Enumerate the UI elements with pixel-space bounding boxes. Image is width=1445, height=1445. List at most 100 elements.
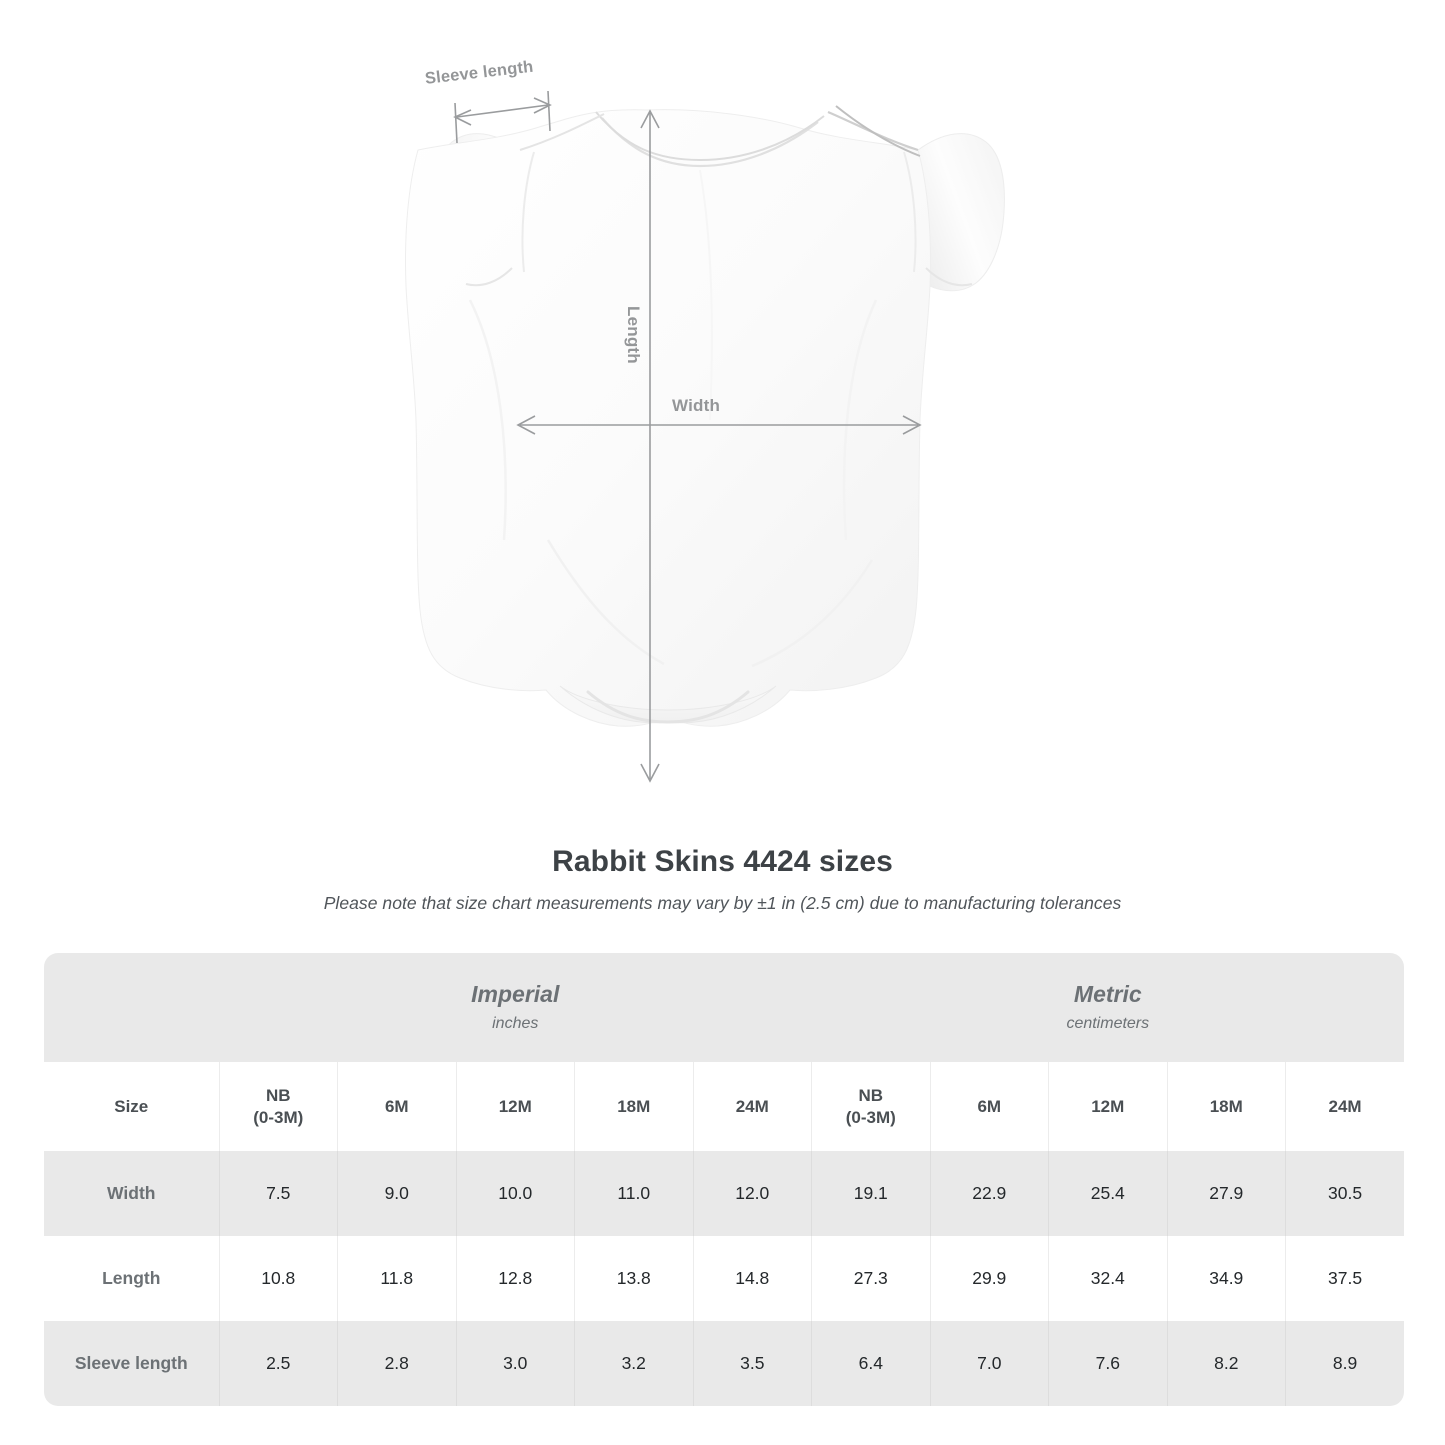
cell-sleeve-imperial-24m: 3.5: [693, 1321, 813, 1406]
cell-sleeve-metric-nb: 6.4: [811, 1321, 931, 1406]
table-row: Length 10.8 11.8 12.8 13.8 14.8 27.3 29.…: [44, 1236, 1404, 1321]
column-header-imperial-6m: 6M: [337, 1062, 457, 1151]
cell-sleeve-imperial-12m: 3.0: [456, 1321, 575, 1406]
cell-width-metric-nb: 19.1: [811, 1151, 931, 1236]
cell-length-metric-18m: 34.9: [1167, 1236, 1287, 1321]
cell-width-imperial-12m: 10.0: [456, 1151, 575, 1236]
crotch-panel: [559, 685, 777, 724]
cell-length-metric-12m: 32.4: [1048, 1236, 1168, 1321]
size-chart-container: Imperial inches Metric centimeters Size …: [44, 953, 1404, 1406]
column-header-imperial-24m: 24M: [693, 1062, 813, 1151]
length-arrowhead-top: [640, 109, 660, 129]
cell-length-imperial-12m: 12.8: [456, 1236, 575, 1321]
cell-length-imperial-6m: 11.8: [337, 1236, 457, 1321]
fold-3: [546, 539, 665, 666]
cell-sleeve-imperial-18m: 3.2: [574, 1321, 694, 1406]
column-header-metric-12m: 12M: [1048, 1062, 1168, 1151]
page-title: Rabbit Skins 4424 sizes: [552, 845, 893, 878]
cell-width-imperial-18m: 11.0: [574, 1151, 694, 1236]
cell-width-metric-12m: 25.4: [1048, 1151, 1168, 1236]
cell-sleeve-metric-12m: 7.6: [1048, 1321, 1168, 1406]
fold-4: [751, 559, 874, 668]
left-shoulder-seam: [519, 113, 605, 151]
fold-1: [468, 299, 507, 541]
unit-group-metric: Metric centimeters: [811, 953, 1404, 1062]
column-header-metric-24m: 24M: [1285, 1062, 1404, 1151]
neckline: [601, 117, 819, 168]
col-line1: 6M: [977, 1096, 1002, 1116]
size-chart-table: Imperial inches Metric centimeters Size …: [44, 953, 1404, 1406]
sleeve-measure-line: [456, 104, 549, 118]
cell-length-metric-24m: 37.5: [1285, 1236, 1404, 1321]
cell-sleeve-imperial-6m: 2.8: [337, 1321, 457, 1406]
cell-sleeve-metric-24m: 8.9: [1285, 1321, 1404, 1406]
column-header-imperial-18m: 18M: [574, 1062, 694, 1151]
left-armhole-seam: [521, 151, 535, 273]
row-label-width: Width: [44, 1151, 220, 1236]
row-label-length: Length: [44, 1236, 220, 1321]
unit-group-imperial-sub: inches: [492, 1015, 539, 1033]
cell-width-imperial-6m: 9.0: [337, 1151, 457, 1236]
bodysuit-body: [405, 109, 931, 727]
title-block: Rabbit Skins 4424 sizes Please note that…: [0, 845, 1445, 914]
table-row: Sleeve length 2.5 2.8 3.0 3.2 3.5 6.4 7.…: [44, 1321, 1404, 1406]
fold-2: [842, 299, 878, 541]
tolerance-note: Please note that size chart measurements…: [323, 893, 1122, 913]
col-line1: 12M: [498, 1096, 532, 1116]
cell-length-metric-nb: 27.3: [811, 1236, 931, 1321]
width-arrowhead-left: [516, 415, 536, 435]
column-header-imperial-12m: 12M: [456, 1062, 575, 1151]
cell-width-imperial-nb: 7.5: [219, 1151, 338, 1236]
cell-length-metric-6m: 29.9: [930, 1236, 1050, 1321]
collar-binding: [595, 111, 825, 162]
width-arrowhead-right: [902, 415, 922, 435]
right-sleeve-hem: [925, 267, 973, 287]
col-line1: 18M: [617, 1096, 651, 1116]
cell-length-imperial-18m: 13.8: [574, 1236, 694, 1321]
cell-sleeve-metric-6m: 7.0: [930, 1321, 1050, 1406]
unit-group-metric-name: Metric: [1073, 981, 1142, 1008]
unit-group-spacer: [44, 953, 219, 1062]
col-line2: (0-3M): [845, 1107, 896, 1127]
column-header-metric-18m: 18M: [1167, 1062, 1287, 1151]
width-annotation: Width: [672, 396, 721, 415]
cell-width-imperial-24m: 12.0: [693, 1151, 813, 1236]
col-line1: 18M: [1209, 1096, 1243, 1116]
cell-width-metric-24m: 30.5: [1285, 1151, 1404, 1236]
size-header-label: Size: [44, 1062, 220, 1151]
sleeve-arrowhead-left: [453, 109, 472, 126]
length-annotation: Length: [624, 306, 643, 364]
crotch-binding: [586, 690, 750, 724]
row-label-sleeve-length: Sleeve length: [44, 1321, 220, 1406]
column-header-imperial-nb: NB (0-3M): [219, 1062, 338, 1151]
col-line1: NB: [858, 1086, 884, 1106]
garment-figure: Sleeve length Length Width: [405, 58, 1005, 783]
cell-sleeve-imperial-nb: 2.5: [219, 1321, 338, 1406]
cell-width-metric-18m: 27.9: [1167, 1151, 1287, 1236]
col-line1: NB: [265, 1086, 291, 1106]
column-header-metric-nb: NB (0-3M): [811, 1062, 931, 1151]
cell-length-imperial-nb: 10.8: [219, 1236, 338, 1321]
right-armhole-seam: [903, 151, 917, 273]
sleeve-arrowhead-right: [533, 97, 552, 114]
right-lap-fold: [835, 105, 921, 157]
table-row: Width 7.5 9.0 10.0 11.0 12.0 19.1 22.9 2…: [44, 1151, 1404, 1236]
col-line1: 24M: [1328, 1096, 1362, 1116]
cell-sleeve-metric-18m: 8.2: [1167, 1321, 1287, 1406]
unit-group-imperial: Imperial inches: [219, 953, 812, 1062]
bodysuit-illustration: [405, 90, 1005, 783]
column-header-metric-6m: 6M: [930, 1062, 1050, 1151]
unit-group-imperial-name: Imperial: [471, 981, 560, 1008]
col-line1: 12M: [1091, 1096, 1125, 1116]
length-arrowhead-bottom: [640, 763, 660, 783]
col-line2: (0-3M): [253, 1107, 304, 1127]
unit-group-metric-sub: centimeters: [1066, 1015, 1150, 1033]
sleeve-tick-right: [547, 90, 551, 132]
size-header-row: Size NB (0-3M) 6M 12M 18M 24M N: [44, 1062, 1404, 1151]
left-sleeve-hem: [465, 267, 513, 287]
sleeve-tick-left: [454, 102, 458, 144]
fold-5: [699, 169, 713, 421]
col-line1: 24M: [735, 1096, 769, 1116]
cell-length-imperial-24m: 14.8: [693, 1236, 813, 1321]
col-line1: 6M: [384, 1096, 409, 1116]
